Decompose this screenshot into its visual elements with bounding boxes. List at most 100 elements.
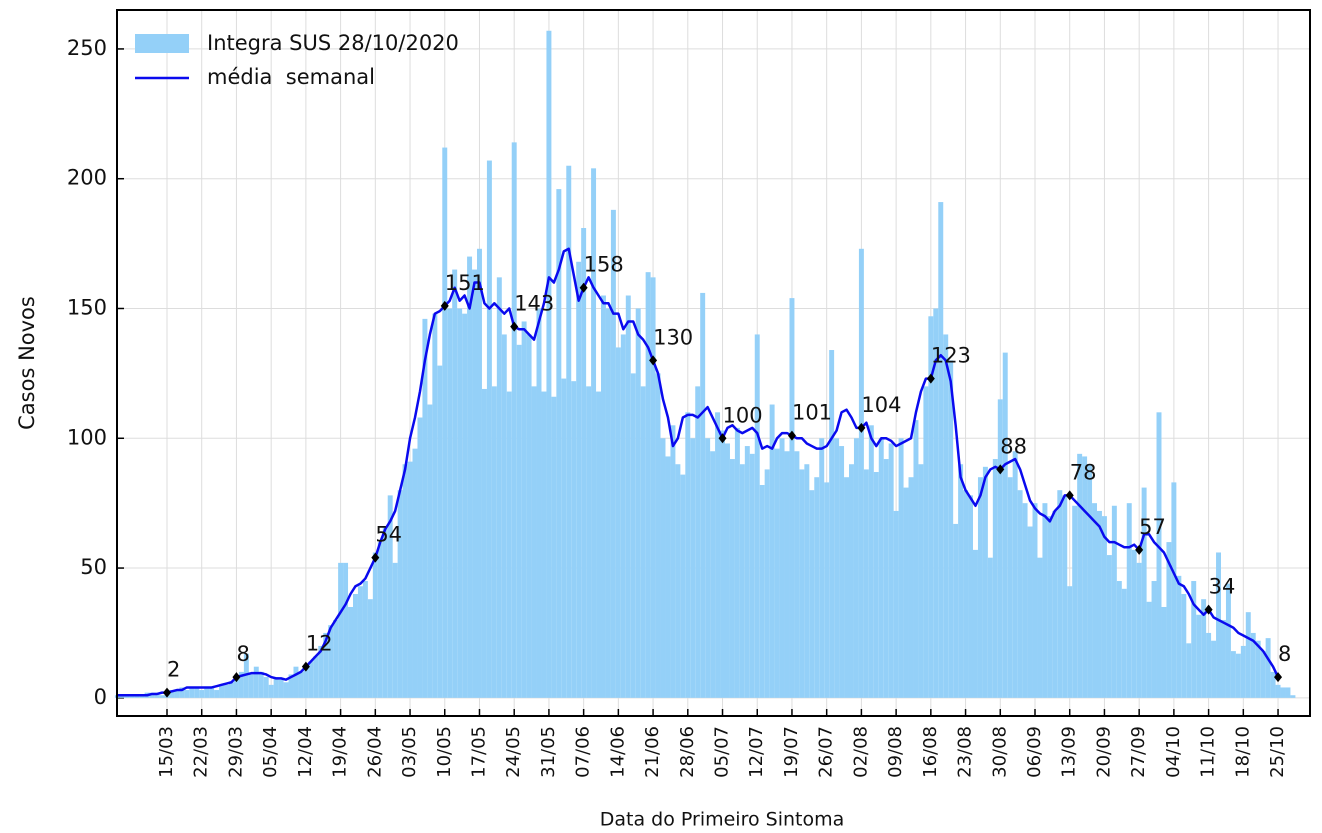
bar [814,477,820,698]
annotation-label: 54 [375,523,402,547]
annotation-marker [510,321,519,332]
bar [997,399,1003,698]
bar [725,443,730,698]
annotation-marker [1204,604,1213,615]
bar [248,674,254,698]
bar [457,308,463,698]
bar [1022,503,1028,698]
x-tick-label: 23/08 [955,726,976,778]
bar [377,542,383,698]
bar [219,684,225,698]
bar [362,581,368,698]
bar [506,391,512,698]
bar [893,510,899,698]
bar [625,295,631,698]
bar [477,248,482,698]
x-tick-label: 30/08 [989,726,1010,778]
bar [973,549,978,698]
bar [516,344,522,698]
bar [1151,581,1157,698]
bar [238,671,244,698]
bar [1260,651,1266,698]
bar [1186,643,1192,698]
annotation-label: 130 [653,325,693,349]
x-axis-label: Data do Primeiro Sintoma [600,809,845,831]
bar [1042,503,1048,698]
x-tick-label: 26/07 [816,726,837,778]
x-tick-label: 20/09 [1093,726,1114,778]
bar [139,695,145,698]
bar [432,313,438,698]
bar [149,692,155,698]
bar [129,695,135,698]
bar [566,165,572,698]
bar [987,557,993,698]
bar [591,168,597,698]
bar [1146,601,1152,698]
bar [819,438,825,698]
bar [630,373,636,698]
bar [511,142,517,698]
bar [1280,687,1286,698]
bar [1037,557,1043,698]
bar [496,277,502,698]
annotation-marker [996,464,1005,475]
bar [1101,516,1107,698]
bar [437,365,443,698]
bar [1052,510,1058,698]
bar [536,308,542,698]
bar [199,690,205,698]
bar [1221,619,1226,698]
bar [308,661,314,698]
bar [1121,588,1127,698]
annotation-label: 78 [1070,460,1097,484]
bar [1007,477,1013,698]
bar [224,684,229,698]
bar [323,632,329,698]
bar [863,469,869,698]
bar [744,446,750,698]
bar [491,386,497,698]
bar [1176,575,1182,698]
bar [467,256,473,698]
bar [154,692,160,698]
bar [868,425,874,698]
bar [754,334,760,698]
bar [194,687,200,698]
bar [804,464,810,698]
annotation-marker [649,355,658,366]
x-tick-label: 02/08 [850,726,871,778]
x-tick-label: 19/07 [781,726,802,778]
annotation-label: 8 [236,642,249,666]
bar [908,477,914,698]
x-tick-label: 10/05 [434,726,455,778]
bar [382,526,388,698]
x-tick-label: 09/08 [885,726,906,778]
bar [174,690,180,698]
bar [1131,549,1137,698]
x-tick-label: 12/04 [295,726,316,778]
bar [283,682,289,698]
bar [372,552,378,698]
x-tick-label: 11/10 [1198,726,1219,778]
bar [928,316,934,698]
bar [1012,451,1018,698]
bar [229,682,234,698]
bar [1027,526,1033,698]
bar [521,321,527,698]
bar [764,469,770,698]
x-tick-label: 05/04 [260,726,281,778]
bar [977,477,983,698]
annotation-label: 88 [1000,434,1027,458]
bar [710,451,716,698]
bar [903,487,909,698]
annotation-marker [926,373,935,384]
x-tick-label: 14/06 [607,726,628,778]
bar [531,386,537,698]
bar [675,464,681,698]
bar [789,298,795,698]
bar [1062,495,1068,698]
annotation-label: 158 [584,253,624,277]
bar [933,308,939,698]
bar [407,461,413,698]
